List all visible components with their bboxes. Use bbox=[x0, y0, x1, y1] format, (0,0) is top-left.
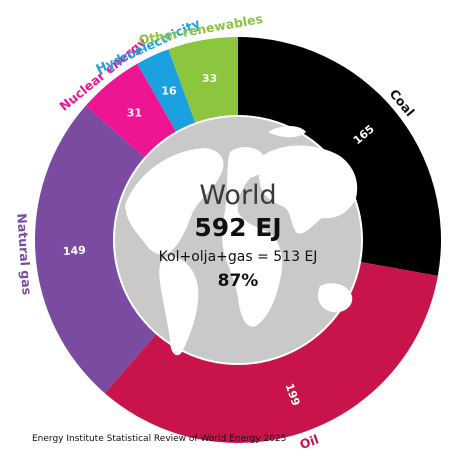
source-note: Energy Institute Statistical Review of W… bbox=[32, 434, 286, 444]
center-subtitle: Kol+olja+gas = 513 EJ bbox=[159, 249, 318, 265]
segment-other-renewables bbox=[168, 37, 238, 124]
value-label-nuclear-energy: 31 bbox=[127, 106, 142, 119]
category-label-oil: Oil bbox=[298, 432, 321, 450]
segment-oil bbox=[104, 261, 438, 444]
segment-hydroelectricity bbox=[137, 49, 196, 133]
value-label-other-renewables: 33 bbox=[202, 72, 217, 85]
donut-segments bbox=[35, 37, 442, 444]
world-map-disc bbox=[113, 115, 363, 365]
center-title: World bbox=[199, 180, 276, 211]
value-label-hydroelectricity: 16 bbox=[161, 85, 177, 98]
segment-natural-gas bbox=[35, 105, 157, 394]
center-total: 592 EJ bbox=[194, 213, 281, 242]
segment-nuclear-energy bbox=[85, 63, 177, 158]
center-percent: 87% bbox=[218, 271, 259, 291]
value-label-natural-gas: 149 bbox=[62, 244, 86, 258]
continents-shape bbox=[125, 126, 358, 356]
category-label-natural-gas: Natural gas bbox=[14, 213, 34, 296]
